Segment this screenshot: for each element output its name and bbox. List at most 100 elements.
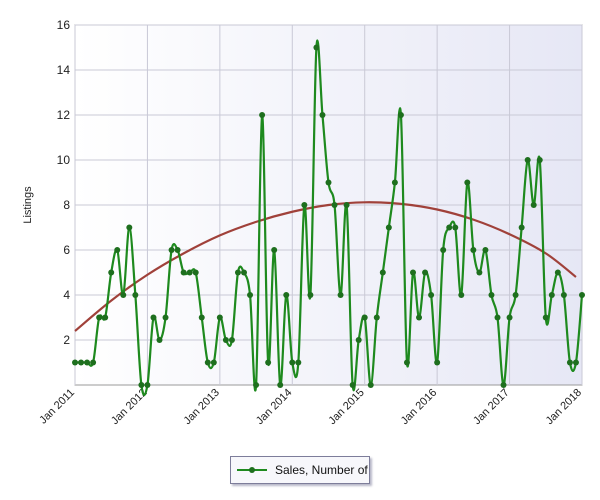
data-point bbox=[204, 359, 211, 366]
y-tick-label: 2 bbox=[63, 333, 70, 347]
data-point bbox=[247, 292, 254, 298]
data-point bbox=[216, 314, 223, 321]
data-point bbox=[72, 359, 78, 366]
data-point bbox=[572, 359, 579, 366]
data-point bbox=[488, 292, 495, 298]
data-point bbox=[319, 112, 326, 118]
data-point bbox=[307, 292, 314, 298]
data-point bbox=[410, 269, 416, 276]
data-point bbox=[271, 247, 278, 253]
data-point bbox=[361, 314, 368, 321]
data-point bbox=[355, 337, 362, 343]
data-point bbox=[234, 269, 241, 276]
data-point bbox=[476, 269, 483, 276]
data-point bbox=[228, 337, 235, 343]
data-point bbox=[180, 269, 187, 276]
data-point bbox=[434, 359, 441, 366]
data-point bbox=[391, 179, 398, 186]
data-point bbox=[512, 292, 519, 298]
data-point bbox=[84, 359, 91, 366]
data-point bbox=[210, 359, 217, 366]
data-point bbox=[416, 314, 423, 321]
y-tick-label: 4 bbox=[63, 288, 70, 302]
data-point bbox=[458, 292, 465, 298]
data-point bbox=[560, 292, 567, 298]
data-point bbox=[150, 314, 157, 321]
legend: Sales, Number of bbox=[230, 456, 370, 484]
data-point bbox=[78, 359, 85, 366]
data-point bbox=[367, 382, 374, 388]
data-point bbox=[524, 157, 531, 163]
data-point bbox=[192, 269, 199, 276]
x-tick-label: Jan 2013 bbox=[181, 387, 221, 427]
data-point bbox=[222, 337, 229, 343]
data-point bbox=[385, 224, 392, 231]
data-point bbox=[579, 292, 585, 298]
data-point bbox=[295, 359, 302, 366]
data-point bbox=[126, 224, 133, 231]
data-point bbox=[313, 44, 320, 51]
data-point bbox=[144, 382, 151, 388]
data-point bbox=[343, 202, 350, 208]
data-point bbox=[397, 112, 404, 118]
data-point bbox=[452, 224, 459, 231]
data-point bbox=[259, 112, 266, 118]
data-point bbox=[198, 314, 205, 321]
data-point bbox=[554, 269, 561, 276]
data-point bbox=[379, 269, 386, 276]
data-point bbox=[536, 157, 543, 163]
x-tick-label: Jan 2015 bbox=[326, 387, 366, 427]
data-point bbox=[265, 359, 272, 366]
data-point bbox=[530, 202, 537, 208]
data-point bbox=[90, 359, 97, 366]
data-point bbox=[289, 359, 296, 366]
data-point bbox=[186, 269, 193, 276]
data-point bbox=[542, 314, 549, 321]
y-tick-label: 8 bbox=[63, 198, 70, 212]
data-point bbox=[138, 382, 145, 388]
data-point bbox=[168, 247, 175, 253]
y-tick-label: 12 bbox=[57, 108, 71, 122]
data-point bbox=[96, 314, 103, 321]
data-point bbox=[114, 247, 121, 253]
data-point bbox=[331, 202, 338, 208]
data-point bbox=[325, 179, 332, 186]
y-axis-ticks: 2 4 6 8 10 12 14 16 bbox=[57, 18, 71, 347]
x-tick-label: Jan 2017 bbox=[471, 387, 511, 427]
data-point bbox=[440, 247, 447, 253]
x-axis-ticks: Jan 2011 Jan 2012 Jan 2013 Jan 2014 Jan 2015… bbox=[37, 387, 584, 427]
x-tick-label: Jan 2014 bbox=[254, 387, 294, 427]
data-point bbox=[349, 382, 356, 388]
data-point bbox=[337, 292, 344, 298]
data-point bbox=[446, 224, 453, 231]
data-point bbox=[464, 179, 471, 186]
data-point bbox=[277, 382, 284, 388]
y-tick-label: 6 bbox=[63, 243, 70, 257]
y-tick-label: 16 bbox=[57, 18, 71, 32]
x-tick-label: Jan 2011 bbox=[37, 387, 77, 427]
y-axis-label: Listings bbox=[22, 186, 34, 224]
trendline bbox=[74, 201, 577, 332]
data-point bbox=[108, 269, 115, 276]
data-point bbox=[482, 247, 489, 253]
data-point bbox=[494, 314, 501, 321]
series-group bbox=[72, 39, 585, 396]
data-point bbox=[428, 292, 435, 298]
data-point bbox=[403, 359, 410, 366]
data-point bbox=[174, 247, 181, 253]
data-point bbox=[120, 292, 127, 298]
legend-label: Sales, Number of bbox=[275, 463, 368, 477]
y-tick-label: 14 bbox=[57, 63, 71, 77]
data-point bbox=[301, 202, 308, 208]
data-point bbox=[373, 314, 380, 321]
series-line-sales bbox=[74, 39, 584, 396]
x-tick-label: Jan 2018 bbox=[544, 387, 584, 427]
data-point bbox=[566, 359, 573, 366]
data-point bbox=[506, 314, 513, 321]
data-point bbox=[241, 269, 247, 276]
data-point bbox=[518, 224, 525, 231]
legend-swatch-icon bbox=[237, 465, 267, 475]
data-point bbox=[132, 292, 139, 298]
data-point bbox=[102, 314, 109, 321]
